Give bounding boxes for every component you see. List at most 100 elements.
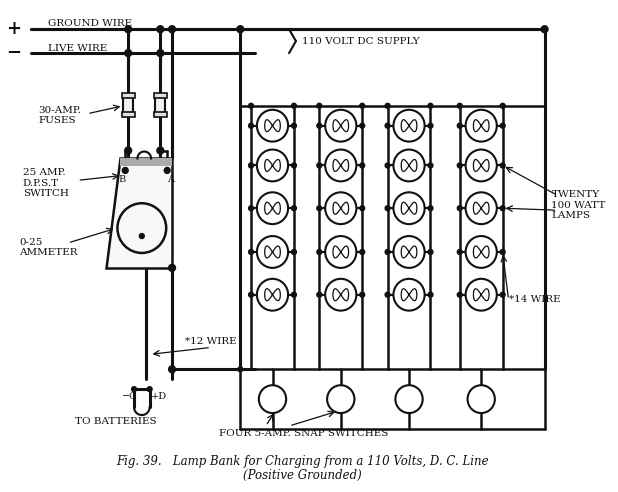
Circle shape xyxy=(457,206,462,211)
Circle shape xyxy=(157,26,164,32)
Text: FOUR 5-AMP. SNAP SWITCHES: FOUR 5-AMP. SNAP SWITCHES xyxy=(219,429,388,438)
Text: 25 AMP.
D.P.S.T
SWITCH: 25 AMP. D.P.S.T SWITCH xyxy=(23,168,69,198)
Circle shape xyxy=(317,206,322,211)
Circle shape xyxy=(164,167,170,173)
Circle shape xyxy=(317,103,322,108)
Text: A: A xyxy=(167,176,174,184)
Circle shape xyxy=(248,123,253,128)
Circle shape xyxy=(500,249,505,254)
Circle shape xyxy=(317,163,322,168)
Circle shape xyxy=(169,264,176,272)
Circle shape xyxy=(465,150,497,182)
Circle shape xyxy=(500,292,505,297)
Circle shape xyxy=(541,26,548,32)
Circle shape xyxy=(457,249,462,254)
Circle shape xyxy=(292,292,297,297)
Text: GROUND WIRE: GROUND WIRE xyxy=(48,19,132,28)
Text: LIVE WIRE: LIVE WIRE xyxy=(48,44,108,53)
Text: 0-25
AMMETER: 0-25 AMMETER xyxy=(19,238,77,257)
Text: −: − xyxy=(120,221,130,235)
Circle shape xyxy=(257,192,288,224)
Text: TO BATTERIES: TO BATTERIES xyxy=(75,417,156,426)
Circle shape xyxy=(257,236,288,268)
Circle shape xyxy=(317,123,322,128)
Bar xyxy=(124,95,133,113)
Circle shape xyxy=(248,103,253,108)
Circle shape xyxy=(394,150,425,182)
Bar xyxy=(121,158,172,166)
Text: *12 WIRE: *12 WIRE xyxy=(185,338,236,346)
Circle shape xyxy=(238,367,243,372)
Text: B: B xyxy=(119,176,126,184)
Circle shape xyxy=(292,249,297,254)
Circle shape xyxy=(157,50,164,57)
Circle shape xyxy=(465,110,497,142)
Circle shape xyxy=(360,292,365,297)
Circle shape xyxy=(360,103,365,108)
Circle shape xyxy=(457,292,462,297)
Circle shape xyxy=(257,150,288,182)
Text: +: + xyxy=(7,20,22,38)
Circle shape xyxy=(457,123,462,128)
Text: +: + xyxy=(148,225,159,239)
Text: (Positive Grounded): (Positive Grounded) xyxy=(243,469,362,482)
Circle shape xyxy=(500,163,505,168)
Circle shape xyxy=(457,163,462,168)
Text: *14 WIRE: *14 WIRE xyxy=(509,295,560,304)
Circle shape xyxy=(428,249,433,254)
Circle shape xyxy=(465,279,497,310)
Bar xyxy=(156,95,165,113)
Circle shape xyxy=(292,206,297,211)
Circle shape xyxy=(394,110,425,142)
Circle shape xyxy=(248,292,253,297)
Circle shape xyxy=(428,123,433,128)
Circle shape xyxy=(360,123,365,128)
Circle shape xyxy=(360,206,365,211)
Bar xyxy=(154,93,167,98)
Text: 110 VOLT DC SUPPLY: 110 VOLT DC SUPPLY xyxy=(302,37,420,46)
Circle shape xyxy=(468,385,495,413)
Circle shape xyxy=(325,192,357,224)
Circle shape xyxy=(259,385,286,413)
Circle shape xyxy=(385,249,390,254)
Circle shape xyxy=(157,147,164,154)
Circle shape xyxy=(327,385,355,413)
Text: −: − xyxy=(7,44,22,62)
Circle shape xyxy=(122,167,128,173)
Bar xyxy=(122,93,135,98)
Circle shape xyxy=(428,292,433,297)
Circle shape xyxy=(360,163,365,168)
Circle shape xyxy=(257,110,288,142)
Circle shape xyxy=(465,192,497,224)
Circle shape xyxy=(396,385,423,413)
Text: Fig. 39.   Lamp Bank for Charging from a 110 Volts, D. C. Line: Fig. 39. Lamp Bank for Charging from a 1… xyxy=(116,455,489,468)
Circle shape xyxy=(248,206,253,211)
Circle shape xyxy=(428,103,433,108)
Text: −C: −C xyxy=(122,392,138,401)
Circle shape xyxy=(292,103,297,108)
Circle shape xyxy=(125,147,132,154)
Circle shape xyxy=(428,206,433,211)
Circle shape xyxy=(394,192,425,224)
Circle shape xyxy=(325,150,357,182)
Circle shape xyxy=(169,26,176,32)
Circle shape xyxy=(292,163,297,168)
Bar xyxy=(122,112,135,117)
Circle shape xyxy=(169,366,176,373)
Circle shape xyxy=(248,163,253,168)
Circle shape xyxy=(237,26,243,32)
Circle shape xyxy=(385,123,390,128)
Circle shape xyxy=(292,123,297,128)
Circle shape xyxy=(125,50,132,57)
Circle shape xyxy=(465,236,497,268)
Circle shape xyxy=(325,110,357,142)
Circle shape xyxy=(457,103,462,108)
Circle shape xyxy=(500,206,505,211)
Circle shape xyxy=(317,249,322,254)
Circle shape xyxy=(140,234,144,239)
Circle shape xyxy=(428,163,433,168)
Circle shape xyxy=(125,26,132,32)
Text: TWENTY
100 WATT
LAMPS: TWENTY 100 WATT LAMPS xyxy=(551,190,606,220)
Circle shape xyxy=(248,249,253,254)
Text: +D: +D xyxy=(151,392,167,401)
